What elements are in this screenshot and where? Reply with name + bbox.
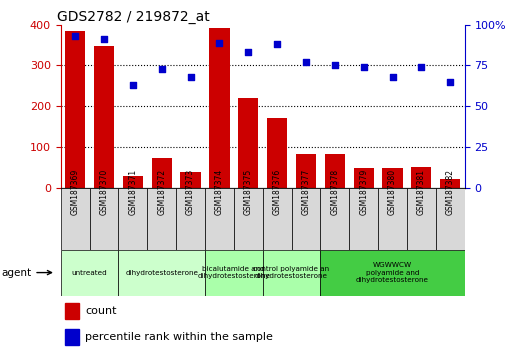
Bar: [267, 118, 287, 188]
Text: GSM187379: GSM187379: [359, 169, 368, 216]
Text: GSM187371: GSM187371: [128, 169, 137, 216]
Point: [186, 74, 195, 80]
Bar: [118, 188, 147, 250]
Point: [129, 82, 137, 88]
Point: [244, 50, 252, 55]
Bar: [209, 28, 230, 188]
Text: GSM187380: GSM187380: [388, 169, 397, 216]
Bar: [440, 179, 460, 188]
Text: GSM187370: GSM187370: [99, 169, 108, 216]
Point: [100, 36, 108, 42]
Text: control polyamide an
dihydrotestosterone: control polyamide an dihydrotestosterone: [253, 266, 329, 279]
Text: GDS2782 / 219872_at: GDS2782 / 219872_at: [56, 10, 210, 24]
Bar: [378, 188, 407, 250]
Bar: [382, 169, 403, 188]
Text: GSM187374: GSM187374: [215, 169, 224, 216]
Bar: [407, 188, 436, 250]
Text: agent: agent: [1, 268, 52, 278]
Bar: [94, 46, 114, 188]
Bar: [296, 154, 316, 188]
Bar: [90, 188, 118, 250]
Point: [388, 74, 397, 80]
Point: [157, 66, 166, 72]
Bar: [122, 176, 143, 188]
Bar: [411, 167, 431, 188]
Bar: [65, 31, 85, 188]
Bar: [238, 98, 258, 188]
Text: GSM187378: GSM187378: [331, 169, 340, 216]
Text: bicalutamide and
dihydrotestosterone: bicalutamide and dihydrotestosterone: [197, 266, 270, 279]
Text: GSM187369: GSM187369: [71, 169, 80, 216]
Point: [331, 63, 339, 68]
Text: GSM187372: GSM187372: [157, 169, 166, 216]
Bar: [262, 250, 320, 296]
Bar: [118, 250, 205, 296]
Bar: [436, 188, 465, 250]
Bar: [349, 188, 378, 250]
Bar: [65, 303, 79, 319]
Bar: [147, 188, 176, 250]
Point: [273, 41, 281, 47]
Text: percentile rank within the sample: percentile rank within the sample: [85, 332, 273, 342]
Bar: [65, 329, 79, 345]
Point: [71, 33, 79, 39]
Bar: [205, 250, 262, 296]
Bar: [61, 250, 118, 296]
Bar: [176, 188, 205, 250]
Bar: [291, 188, 320, 250]
Text: GSM187377: GSM187377: [301, 169, 310, 216]
Text: dihydrotestosterone: dihydrotestosterone: [125, 270, 198, 275]
Bar: [320, 188, 349, 250]
Text: GSM187375: GSM187375: [244, 169, 253, 216]
Text: untreated: untreated: [72, 270, 107, 275]
Bar: [152, 158, 172, 188]
Text: WGWWCW
polyamide and
dihydrotestosterone: WGWWCW polyamide and dihydrotestosterone: [356, 262, 429, 283]
Text: GSM187381: GSM187381: [417, 170, 426, 216]
Bar: [234, 188, 263, 250]
Bar: [354, 169, 374, 188]
Bar: [61, 188, 90, 250]
Point: [360, 64, 368, 70]
Point: [417, 64, 426, 70]
Text: GSM187382: GSM187382: [446, 170, 455, 216]
Bar: [320, 250, 465, 296]
Text: count: count: [85, 306, 117, 316]
Bar: [205, 188, 234, 250]
Point: [215, 40, 224, 46]
Text: GSM187373: GSM187373: [186, 169, 195, 216]
Bar: [262, 188, 291, 250]
Bar: [181, 172, 201, 188]
Point: [301, 59, 310, 65]
Text: GSM187376: GSM187376: [272, 169, 281, 216]
Point: [446, 79, 455, 85]
Bar: [325, 154, 345, 188]
